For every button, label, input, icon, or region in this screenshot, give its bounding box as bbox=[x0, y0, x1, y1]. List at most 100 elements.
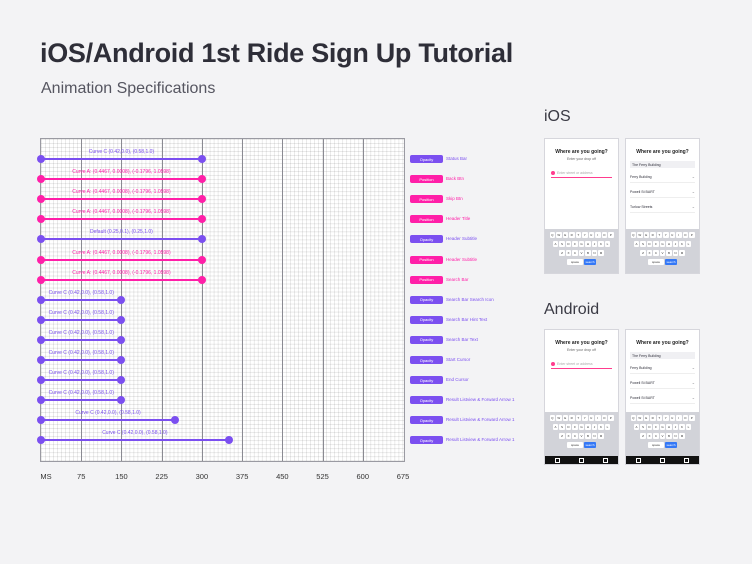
keyboard-key[interactable]: Q bbox=[630, 232, 636, 238]
keyboard-key[interactable]: J bbox=[591, 241, 598, 247]
result-row[interactable]: Turlow Streets → bbox=[630, 202, 695, 213]
result-row[interactable]: Ferry Building → bbox=[630, 363, 695, 374]
keyboard-key[interactable]: R bbox=[650, 232, 656, 238]
keyboard-key[interactable]: S bbox=[640, 241, 646, 247]
keyboard-key[interactable]: R bbox=[569, 415, 575, 421]
keyboard-key[interactable]: U bbox=[669, 415, 675, 421]
keyboard-key[interactable]: A bbox=[633, 241, 640, 247]
keyboard-key[interactable]: W bbox=[637, 415, 643, 421]
search-bar[interactable]: Enter street or address bbox=[551, 360, 612, 369]
keyboard-key[interactable]: Z bbox=[559, 250, 565, 256]
keyboard-key[interactable]: L bbox=[685, 241, 692, 247]
keyboard-key[interactable]: L bbox=[604, 424, 611, 430]
keyboard-key[interactable]: F bbox=[572, 241, 578, 247]
keyboard-key[interactable]: Y bbox=[582, 415, 588, 421]
keyboard-key[interactable]: Q bbox=[549, 415, 555, 421]
keyboard-key[interactable]: Z bbox=[640, 433, 646, 439]
keyboard-key[interactable]: T bbox=[656, 232, 662, 238]
keyboard-key[interactable]: I bbox=[676, 415, 682, 421]
keyboard-key[interactable]: Y bbox=[663, 415, 669, 421]
keyboard-key[interactable]: H bbox=[666, 241, 672, 247]
keyboard-key[interactable]: T bbox=[575, 415, 581, 421]
keyboard-key[interactable]: G bbox=[578, 241, 585, 247]
space-key[interactable]: space bbox=[567, 442, 583, 448]
keyboard-key[interactable]: J bbox=[672, 241, 679, 247]
keyboard-key[interactable]: D bbox=[565, 241, 572, 247]
keyboard-key[interactable]: N bbox=[591, 250, 598, 256]
keyboard-key[interactable]: W bbox=[637, 232, 643, 238]
search-key[interactable]: search bbox=[584, 259, 596, 265]
result-row[interactable]: Powell St BART → bbox=[630, 187, 695, 198]
keyboard-key[interactable]: Y bbox=[663, 232, 669, 238]
search-bar[interactable]: Enter street or address bbox=[551, 169, 612, 178]
keyboard-key[interactable]: E bbox=[562, 415, 568, 421]
keyboard-key[interactable]: V bbox=[659, 433, 666, 439]
keyboard-key[interactable]: X bbox=[646, 250, 653, 256]
keyboard-key[interactable]: T bbox=[575, 232, 581, 238]
keyboard-key[interactable]: N bbox=[591, 433, 598, 439]
keyboard-key[interactable]: P bbox=[608, 232, 614, 238]
keyboard-key[interactable]: C bbox=[653, 250, 659, 256]
keyboard-key[interactable]: X bbox=[565, 250, 572, 256]
keyboard-key[interactable]: Q bbox=[549, 232, 555, 238]
search-key[interactable]: search bbox=[584, 442, 596, 448]
keyboard-key[interactable]: B bbox=[666, 250, 672, 256]
keyboard-key[interactable]: I bbox=[595, 232, 601, 238]
result-row[interactable]: Ferry Building → bbox=[630, 172, 695, 183]
keyboard-key[interactable]: A bbox=[552, 241, 559, 247]
keyboard-key[interactable]: M bbox=[679, 433, 685, 439]
keyboard-key[interactable]: C bbox=[572, 250, 578, 256]
keyboard-key[interactable]: D bbox=[646, 241, 653, 247]
keyboard-key[interactable]: S bbox=[559, 424, 565, 430]
keyboard-key[interactable]: F bbox=[653, 241, 659, 247]
keyboard-key[interactable]: A bbox=[552, 424, 559, 430]
keyboard-key[interactable]: D bbox=[565, 424, 572, 430]
keyboard-key[interactable]: D bbox=[646, 424, 653, 430]
keyboard-key[interactable]: G bbox=[659, 424, 666, 430]
keyboard-key[interactable]: K bbox=[679, 241, 685, 247]
keyboard-key[interactable]: Y bbox=[582, 232, 588, 238]
keyboard-key[interactable]: P bbox=[608, 415, 614, 421]
keyboard-key[interactable]: Z bbox=[640, 250, 646, 256]
keyboard-key[interactable]: O bbox=[682, 415, 688, 421]
search-key[interactable]: search bbox=[665, 442, 677, 448]
keyboard-key[interactable]: L bbox=[685, 424, 692, 430]
keyboard-key[interactable]: T bbox=[656, 415, 662, 421]
keyboard-key[interactable]: O bbox=[601, 415, 607, 421]
keyboard-key[interactable]: H bbox=[585, 241, 591, 247]
result-row[interactable]: Powell St BART → bbox=[630, 378, 695, 389]
keyboard-key[interactable]: X bbox=[565, 433, 572, 439]
keyboard-key[interactable]: S bbox=[559, 241, 565, 247]
keyboard-key[interactable]: S bbox=[640, 424, 646, 430]
keyboard-key[interactable]: N bbox=[672, 250, 679, 256]
search-key[interactable]: search bbox=[665, 259, 677, 265]
keyboard-key[interactable]: X bbox=[646, 433, 653, 439]
keyboard-key[interactable]: C bbox=[572, 433, 578, 439]
keyboard-key[interactable]: M bbox=[679, 250, 685, 256]
search-input[interactable]: The Ferry Building bbox=[630, 161, 695, 168]
keyboard-key[interactable]: M bbox=[598, 433, 604, 439]
result-row[interactable]: Powell St BART → bbox=[630, 393, 695, 404]
keyboard-key[interactable]: B bbox=[585, 433, 591, 439]
keyboard-key[interactable]: G bbox=[659, 241, 666, 247]
keyboard-key[interactable]: P bbox=[689, 232, 695, 238]
keyboard-key[interactable]: R bbox=[569, 232, 575, 238]
keyboard-key[interactable]: W bbox=[556, 232, 562, 238]
keyboard-key[interactable]: O bbox=[601, 232, 607, 238]
keyboard-key[interactable]: B bbox=[585, 250, 591, 256]
keyboard-key[interactable]: U bbox=[669, 232, 675, 238]
keyboard-key[interactable]: K bbox=[598, 424, 604, 430]
keyboard-key[interactable]: H bbox=[666, 424, 672, 430]
keyboard-key[interactable]: V bbox=[578, 250, 585, 256]
keyboard-key[interactable]: M bbox=[598, 250, 604, 256]
keyboard-key[interactable]: N bbox=[672, 433, 679, 439]
keyboard-key[interactable]: C bbox=[653, 433, 659, 439]
keyboard-key[interactable]: O bbox=[682, 232, 688, 238]
keyboard-key[interactable]: F bbox=[572, 424, 578, 430]
keyboard-key[interactable]: I bbox=[676, 232, 682, 238]
keyboard-key[interactable]: I bbox=[595, 415, 601, 421]
keyboard-key[interactable]: B bbox=[666, 433, 672, 439]
keyboard-key[interactable]: E bbox=[643, 232, 649, 238]
keyboard-key[interactable]: P bbox=[689, 415, 695, 421]
keyboard-key[interactable]: U bbox=[588, 232, 594, 238]
